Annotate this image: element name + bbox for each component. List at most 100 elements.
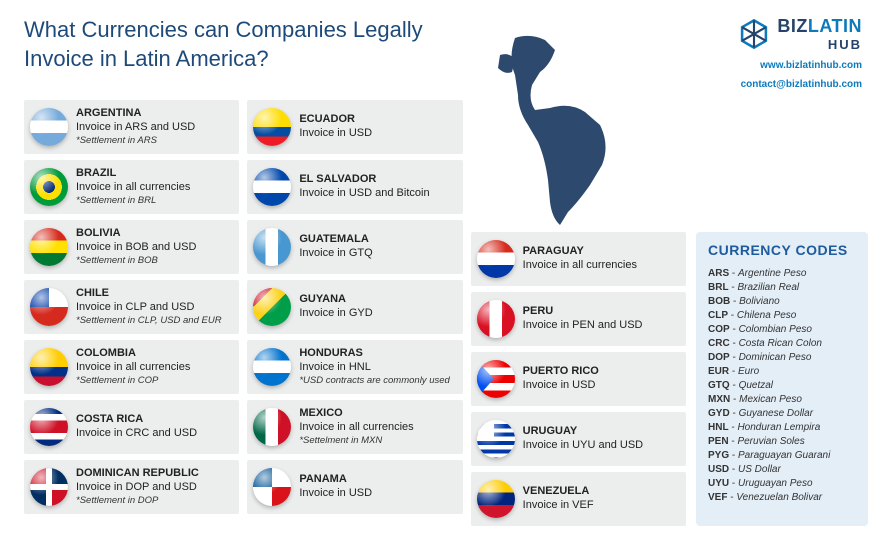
country-info: URUGUAYInvoice in UYU and USD: [523, 425, 643, 453]
invoice-text: Invoice in USD: [523, 379, 599, 393]
code-line: PEN - Peruvian Soles: [708, 436, 856, 447]
country-name: PANAMA: [299, 473, 372, 487]
flag-icon: [30, 408, 68, 446]
invoice-text: Invoice in all currencies: [76, 361, 190, 375]
codes-title: CURRENCY CODES: [708, 242, 856, 258]
main-content: ARGENTINAInvoice in ARS and USD *Settleme…: [0, 90, 886, 536]
invoice-text: Invoice in PEN and USD: [523, 319, 643, 333]
flag-icon: [253, 108, 291, 146]
country-info: GUYANAInvoice in GYD: [299, 293, 372, 321]
column-1: ARGENTINAInvoice in ARS and USD *Settleme…: [24, 100, 239, 526]
country-info: COSTA RICAInvoice in CRC and USD: [76, 413, 197, 441]
country-card: BOLIVIAInvoice in BOB and USD*Settlement…: [24, 220, 239, 274]
column-2: ECUADORInvoice in USDEL SALVADORInvoice …: [247, 100, 462, 526]
contact-web: www.bizlatinhub.com: [737, 60, 862, 71]
logo-area: BIZLATIN HUB www.bizlatinhub.com contact…: [737, 16, 862, 90]
country-info: PARAGUAYInvoice in all currencies: [523, 245, 637, 273]
code-line: PYG - Paraguayan Guarani: [708, 450, 856, 461]
country-name: EL SALVADOR: [299, 173, 429, 187]
country-name: ECUADOR: [299, 113, 372, 127]
country-info: BRAZILInvoice in all currencies*Settleme…: [76, 167, 190, 206]
code-line: BOB - Boliviano: [708, 296, 856, 307]
settlement-note: *Settlement in CLP, USD and EUR: [76, 315, 222, 327]
flag-icon: [30, 288, 68, 326]
column-3: PARAGUAYInvoice in all currenciesPERUInv…: [471, 232, 686, 526]
country-name: BOLIVIA: [76, 227, 196, 241]
logo-text: BIZLATIN HUB: [777, 16, 862, 52]
country-info: PERUInvoice in PEN and USD: [523, 305, 643, 333]
code-line: UYU - Uruguayan Peso: [708, 478, 856, 489]
invoice-text: Invoice in UYU and USD: [523, 439, 643, 453]
invoice-text: Invoice in all currencies: [299, 421, 413, 435]
settlement-note: *Settlement in BOB: [76, 255, 196, 267]
code-line: MXN - Mexican Peso: [708, 394, 856, 405]
country-name: COLOMBIA: [76, 347, 190, 361]
flag-icon: [477, 420, 515, 458]
code-line: COP - Colombian Peso: [708, 324, 856, 335]
country-name: PARAGUAY: [523, 245, 637, 259]
flag-icon: [30, 468, 68, 506]
country-card: EL SALVADORInvoice in USD and Bitcoin: [247, 160, 462, 214]
country-card: DOMINICAN REPUBLICInvoice in DOP and USD…: [24, 460, 239, 514]
invoice-text: Invoice in DOP and USD: [76, 481, 199, 495]
country-name: VENEZUELA: [523, 485, 594, 499]
country-info: MEXICOInvoice in all currencies*Settelme…: [299, 407, 413, 446]
country-card: PARAGUAYInvoice in all currencies: [471, 232, 686, 286]
code-line: CLP - Chilena Peso: [708, 310, 856, 321]
invoice-text: Invoice in all currencies: [76, 181, 190, 195]
country-info: BOLIVIAInvoice in BOB and USD*Settlement…: [76, 227, 196, 266]
country-name: DOMINICAN REPUBLIC: [76, 467, 199, 481]
logo-icon: [737, 17, 771, 51]
country-name: ARGENTINA: [76, 107, 195, 121]
code-line: USD - US Dollar: [708, 464, 856, 475]
flag-icon: [253, 468, 291, 506]
invoice-text: Invoice in ARS and USD: [76, 121, 195, 135]
flag-icon: [30, 108, 68, 146]
country-info: CHILEInvoice in CLP and USD*Settlement i…: [76, 287, 222, 326]
settlement-note: *Settlement in BRL: [76, 195, 190, 207]
codes-list: ARS - Argentine Peso BRL - Brazilian Real…: [708, 268, 856, 503]
code-line: ARS - Argentine Peso: [708, 268, 856, 279]
flag-icon: [253, 288, 291, 326]
country-name: URUGUAY: [523, 425, 643, 439]
invoice-text: Invoice in all currencies: [523, 259, 637, 273]
latin-america-map-icon: [450, 30, 670, 230]
country-card: MEXICOInvoice in all currencies*Settelme…: [247, 400, 462, 454]
invoice-text: Invoice in GYD: [299, 307, 372, 321]
code-line: DOP - Dominican Peso: [708, 352, 856, 363]
country-card: HONDURASInvoice in HNL*USD contracts are…: [247, 340, 462, 394]
country-name: MEXICO: [299, 407, 413, 421]
settlement-note: *Settlement in COP: [76, 375, 190, 387]
flag-icon: [253, 348, 291, 386]
country-card: PUERTO RICOInvoice in USD: [471, 352, 686, 406]
settlement-note: *USD contracts are commonly used: [299, 375, 449, 387]
flag-icon: [30, 168, 68, 206]
country-info: EL SALVADORInvoice in USD and Bitcoin: [299, 173, 429, 201]
invoice-text: Invoice in GTQ: [299, 247, 372, 261]
flag-icon: [253, 228, 291, 266]
country-info: GUATEMALAInvoice in GTQ: [299, 233, 372, 261]
currency-codes-panel: CURRENCY CODES ARS - Argentine Peso BRL -…: [696, 232, 868, 526]
country-info: ARGENTINAInvoice in ARS and USD*Settleme…: [76, 107, 195, 146]
flag-icon: [30, 228, 68, 266]
code-line: GTQ - Quetzal: [708, 380, 856, 391]
invoice-text: Invoice in CRC and USD: [76, 427, 197, 441]
code-line: HNL - Honduran Lempira: [708, 422, 856, 433]
flag-icon: [477, 360, 515, 398]
country-info: HONDURASInvoice in HNL*USD contracts are…: [299, 347, 449, 386]
flag-icon: [30, 348, 68, 386]
country-card: CHILEInvoice in CLP and USD*Settlement i…: [24, 280, 239, 334]
country-name: BRAZIL: [76, 167, 190, 181]
invoice-text: Invoice in USD: [299, 487, 372, 501]
invoice-text: Invoice in HNL: [299, 361, 449, 375]
country-card: COSTA RICAInvoice in CRC and USD: [24, 400, 239, 454]
country-card: GUYANAInvoice in GYD: [247, 280, 462, 334]
country-card: ARGENTINAInvoice in ARS and USD*Settleme…: [24, 100, 239, 154]
flag-icon: [253, 168, 291, 206]
country-name: GUYANA: [299, 293, 372, 307]
country-name: PERU: [523, 305, 643, 319]
invoice-text: Invoice in USD and Bitcoin: [299, 187, 429, 201]
code-line: GYD - Guyanese Dollar: [708, 408, 856, 419]
code-line: BRL - Brazilian Real: [708, 282, 856, 293]
country-name: CHILE: [76, 287, 222, 301]
